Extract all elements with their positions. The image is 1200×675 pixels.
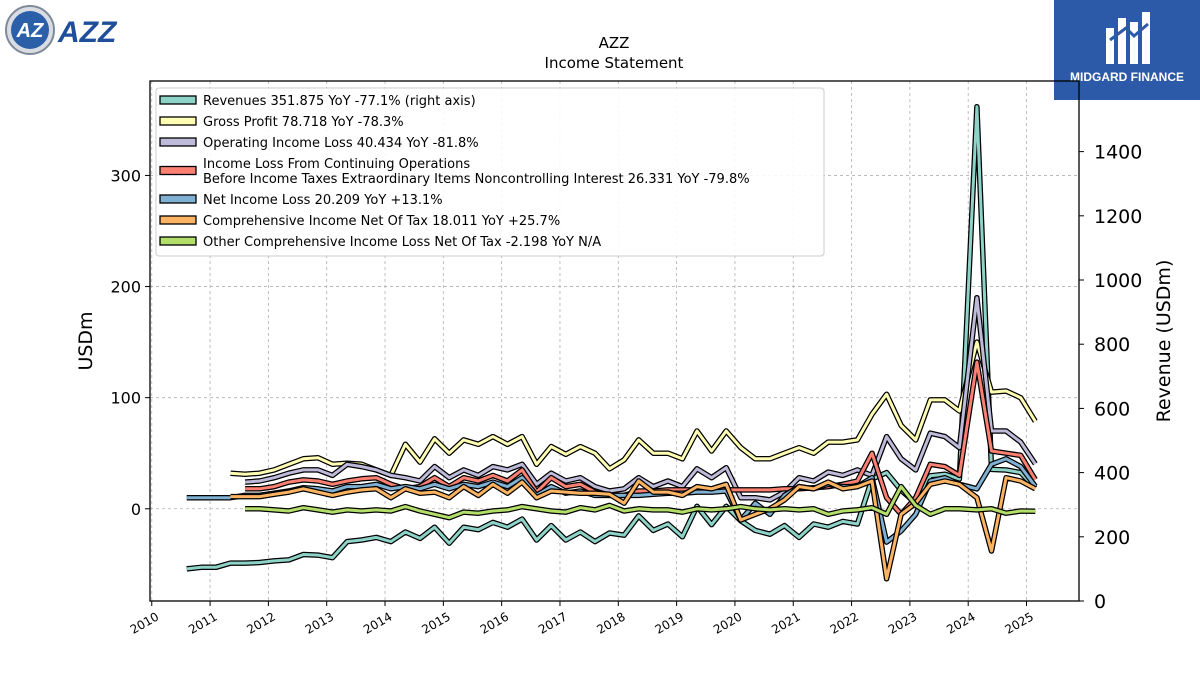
right-tick-label: 0 xyxy=(1094,591,1106,613)
legend-swatch xyxy=(159,95,197,105)
legend-label: Other Comprehensive Income Loss Net Of T… xyxy=(203,235,601,250)
right-tick-label: 200 xyxy=(1094,527,1130,549)
x-tick-label: 2023 xyxy=(886,609,919,636)
left-axis-ticks: 0 100 200 300 xyxy=(110,166,150,519)
right-tick-label: 600 xyxy=(1094,398,1130,420)
right-axis-label: Revenue (USDm) xyxy=(1153,260,1175,423)
x-tick-label: 2018 xyxy=(594,609,627,636)
plot-frame xyxy=(149,80,1080,602)
chart-subtitle: Income Statement xyxy=(545,54,684,72)
left-tick-label: 100 xyxy=(110,389,141,408)
left-tick-label: 0 xyxy=(131,500,141,519)
series-line xyxy=(244,296,1037,502)
series-lines xyxy=(186,103,1038,582)
right-tick-label: 400 xyxy=(1094,463,1130,485)
left-tick-label: 300 xyxy=(110,166,141,185)
x-tick-label: 2024 xyxy=(944,609,977,636)
x-tick-label: 2013 xyxy=(303,609,336,636)
series-5 xyxy=(230,474,1037,582)
legend-swatch xyxy=(159,165,197,176)
x-tick-label: 2016 xyxy=(478,609,511,636)
x-tick-label: 2017 xyxy=(536,609,569,636)
legend-label: Before Income Taxes Extraordinary Items … xyxy=(203,172,750,187)
right-tick-label: 1000 xyxy=(1094,270,1142,292)
x-tick-label: 2021 xyxy=(769,609,802,636)
legend-label: Comprehensive Income Net Of Tax 18.011 Y… xyxy=(203,214,560,229)
left-tick-label: 200 xyxy=(110,278,141,297)
x-axis-ticks: 2010 2011 2012 2013 2014 2015 2016 2017 2018 2019… xyxy=(128,601,1036,637)
legend-box xyxy=(155,87,825,257)
series-1 xyxy=(230,339,1038,479)
legend-label: Revenues 351.875 YoY -77.1% (right axis) xyxy=(203,94,476,109)
legend-swatch xyxy=(159,236,197,246)
right-tick-label: 800 xyxy=(1094,334,1130,356)
x-tick-label: 2010 xyxy=(128,609,161,636)
series-6 xyxy=(245,483,1036,521)
x-tick-label: 2012 xyxy=(244,609,277,636)
series-line xyxy=(230,476,1037,581)
svg-text:AZ: AZ xyxy=(16,20,44,42)
series-0 xyxy=(186,103,1038,572)
x-tick-label: 2020 xyxy=(711,609,744,636)
series-line xyxy=(186,105,1037,571)
legend-swatch xyxy=(159,194,197,204)
legend-label: Income Loss From Continuing Operations xyxy=(203,157,470,172)
legend-label: Operating Income Loss 40.434 YoY -81.8% xyxy=(203,136,479,151)
series-line-outline xyxy=(230,339,1038,479)
series-2 xyxy=(244,294,1038,503)
right-axis-ticks: 0 200 400 600 800 1000 1200 1400 xyxy=(1079,142,1142,613)
azz-logo: AZ AZZ xyxy=(4,4,139,56)
legend-swatch xyxy=(159,137,197,147)
midgard-finance-logo: MIDGARD FINANCE xyxy=(1054,0,1200,100)
legend-swatch xyxy=(159,116,197,126)
midgard-finance-logo-text: MIDGARD FINANCE xyxy=(1070,70,1184,84)
right-tick-label: 1400 xyxy=(1094,142,1142,164)
left-axis-label: USDm xyxy=(75,311,97,370)
x-tick-label: 2014 xyxy=(361,609,394,636)
legend-label: Gross Profit 78.718 YoY -78.3% xyxy=(203,115,404,130)
legend: Revenues 351.875 YoY -77.1% (right axis)… xyxy=(155,87,825,257)
x-tick-label: 2019 xyxy=(653,609,686,636)
azz-logo-text: AZZ xyxy=(57,16,118,49)
right-tick-label: 1200 xyxy=(1094,206,1142,228)
chart-title: AZZ xyxy=(599,34,630,52)
series-line xyxy=(245,485,1036,520)
x-tick-label: 2011 xyxy=(186,609,219,636)
series-line xyxy=(230,340,1037,477)
x-tick-label: 2015 xyxy=(419,609,452,636)
legend-label: Net Income Loss 20.209 YoY +13.1% xyxy=(203,193,443,208)
x-tick-label: 2022 xyxy=(828,609,861,636)
legend-swatch xyxy=(159,215,197,225)
x-tick-label: 2025 xyxy=(1003,609,1036,636)
